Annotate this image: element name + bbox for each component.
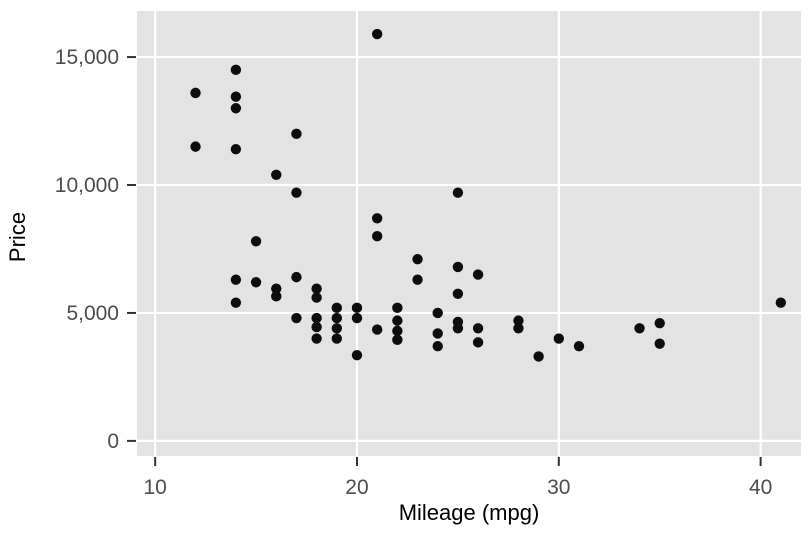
data-point	[230, 91, 242, 102]
data-point	[513, 323, 524, 334]
data-point	[472, 323, 484, 334]
x-axis-title: Mileage (mpg)	[398, 500, 540, 525]
data-point	[775, 297, 787, 308]
data-point	[452, 323, 464, 334]
data-point	[432, 307, 443, 319]
y-tick-label: 10,000	[55, 174, 119, 197]
data-point	[190, 87, 201, 99]
data-point	[311, 321, 322, 333]
data-point	[452, 187, 464, 198]
data-point	[311, 292, 322, 303]
y-tick-label: 0	[107, 430, 119, 453]
data-point	[392, 325, 403, 337]
data-point	[634, 323, 645, 334]
data-point	[472, 269, 484, 280]
data-point	[230, 274, 242, 285]
data-point	[291, 271, 302, 283]
data-point	[190, 141, 201, 152]
data-point	[311, 333, 322, 344]
data-point	[371, 324, 383, 335]
data-point	[432, 341, 443, 352]
data-point	[351, 302, 363, 314]
data-point	[291, 312, 302, 324]
x-tick-label: 10	[143, 476, 166, 499]
data-point	[654, 317, 665, 329]
data-point	[392, 315, 403, 326]
data-point	[412, 254, 423, 265]
data-point	[412, 274, 423, 285]
data-point	[553, 333, 565, 344]
y-tick-label: 15,000	[55, 46, 119, 69]
data-point	[654, 338, 665, 349]
data-point	[230, 103, 242, 114]
data-point	[311, 283, 322, 294]
data-point	[271, 283, 282, 294]
data-point	[392, 302, 403, 314]
x-tick-label: 20	[345, 476, 368, 499]
data-point	[432, 328, 443, 339]
data-point	[371, 28, 383, 40]
data-point	[452, 288, 464, 299]
data-point	[230, 297, 242, 308]
data-point	[291, 128, 302, 140]
data-point	[351, 312, 363, 324]
data-point	[452, 261, 464, 273]
data-point	[271, 291, 282, 302]
data-point	[230, 143, 242, 155]
data-point	[351, 349, 363, 361]
y-axis-title: Price	[5, 211, 30, 263]
data-point	[533, 351, 544, 362]
data-point	[250, 236, 262, 247]
data-point	[513, 315, 524, 326]
x-tick-label: 40	[749, 476, 772, 499]
data-point	[250, 277, 262, 288]
data-point	[291, 187, 302, 198]
x-tick-label: 30	[547, 476, 570, 499]
plot-panel	[137, 11, 801, 456]
data-point	[311, 312, 322, 324]
data-point	[230, 64, 242, 76]
data-point	[331, 333, 343, 344]
data-point	[392, 334, 403, 346]
data-point	[271, 169, 282, 180]
data-point	[371, 230, 383, 242]
data-point	[573, 341, 585, 352]
data-point	[331, 312, 343, 324]
data-point	[472, 337, 484, 348]
data-point	[331, 323, 343, 334]
data-point	[371, 213, 383, 224]
y-tick-label: 5,000	[66, 302, 119, 325]
data-point	[331, 302, 343, 314]
